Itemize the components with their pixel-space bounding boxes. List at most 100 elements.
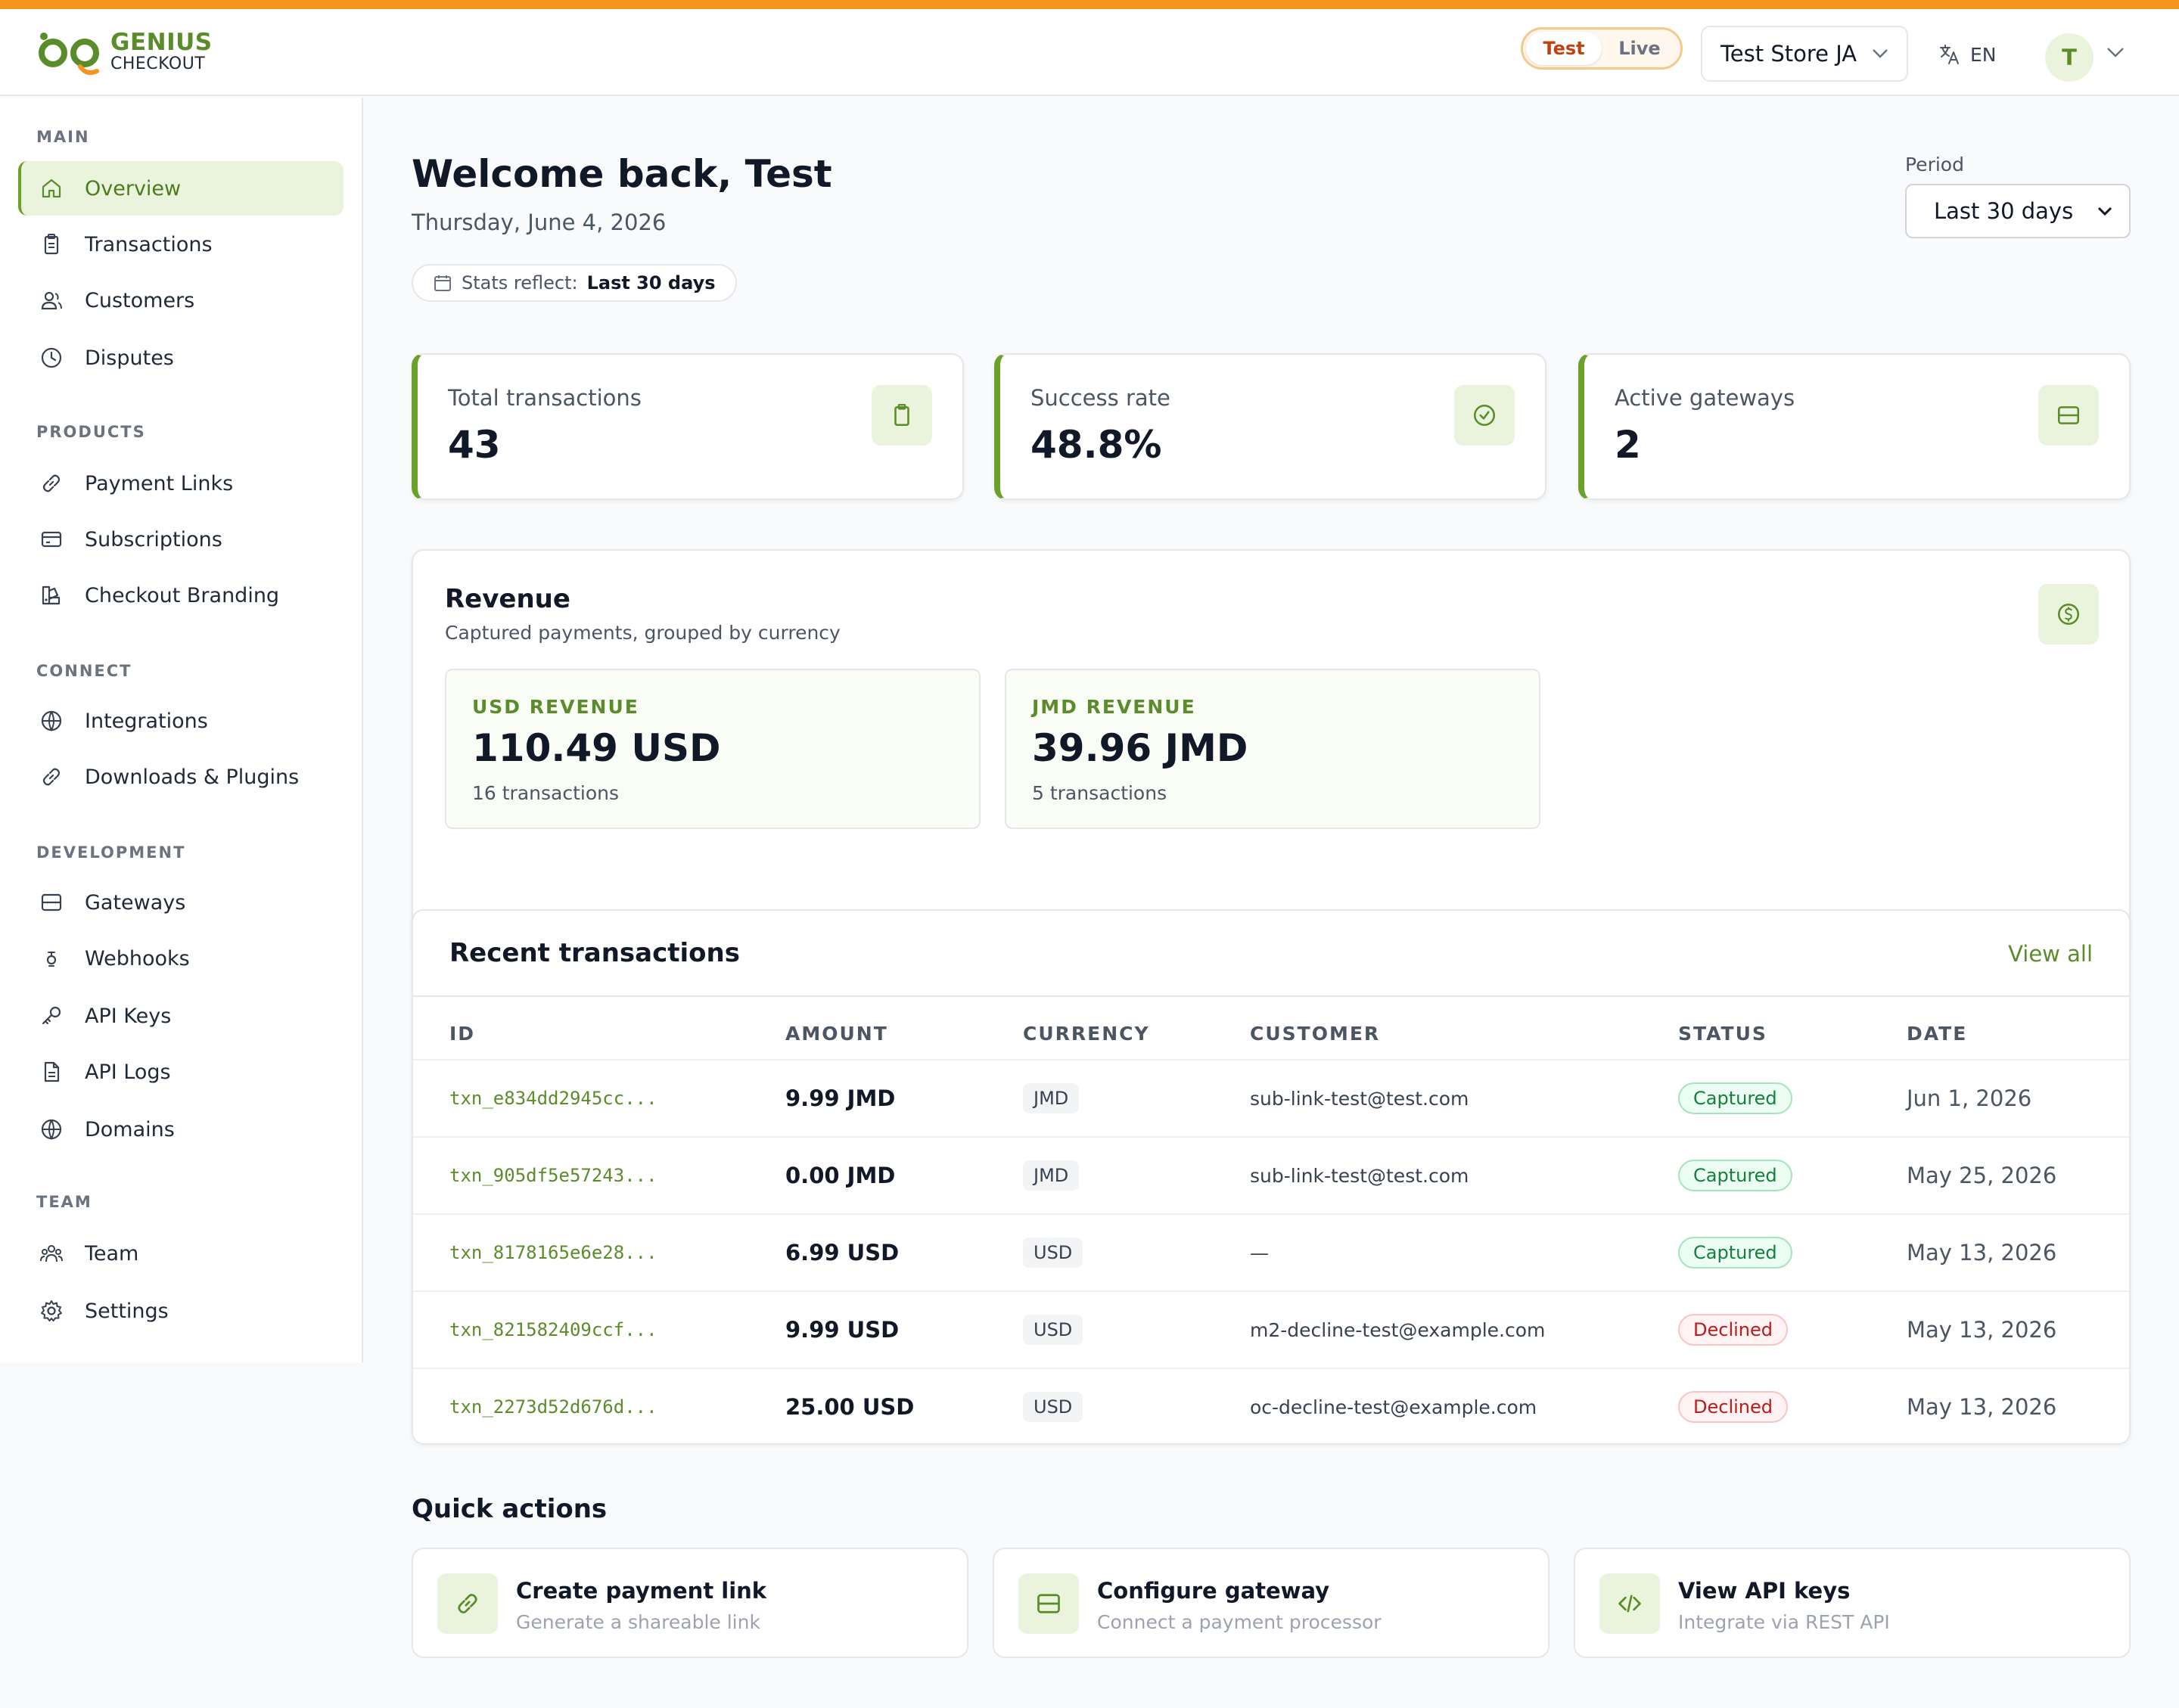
link-icon [437,1573,498,1634]
sidebar-item-api-logs[interactable]: API Logs [18,1045,343,1099]
sidebar-item-settings[interactable]: Settings [18,1284,343,1338]
home-icon [42,179,61,198]
sidebar-item-label: Integrations [85,709,208,733]
chevron-down-icon[interactable] [2106,47,2125,57]
sidebar-item-gateways[interactable]: Gateways [18,875,343,930]
transaction-date: May 13, 2026 [1907,1240,2057,1265]
palette-icon [42,585,61,605]
sidebar-item-api-keys[interactable]: API Keys [18,989,343,1043]
sidebar-item-subscriptions[interactable]: Subscriptions [18,512,343,567]
transaction-id[interactable]: txn_2273d52d676d... [449,1396,657,1418]
stat-label: Success rate [1030,385,1170,411]
table-row[interactable]: txn_821582409ccf... 9.99 USD USD m2-decl… [413,1290,2129,1368]
transaction-date: May 13, 2026 [1907,1394,2057,1420]
transaction-id[interactable]: txn_8178165e6e28... [449,1242,657,1263]
avatar[interactable]: T [2045,33,2094,82]
sidebar-item-downloads-plugins[interactable]: Downloads & Plugins [18,750,343,804]
card-icon [41,531,62,548]
sidebar-item-domains[interactable]: Domains [18,1102,343,1157]
revenue-panel: Revenue Captured payments, grouped by cu… [412,549,2131,959]
sidebar-item-overview[interactable]: Overview [18,161,343,216]
mode-live-option[interactable]: Live [1618,38,1661,59]
key-icon [42,1006,61,1025]
table-row[interactable]: txn_905df5e57243... 0.00 JMD JMD sub-lin… [413,1136,2129,1213]
stat-label: Active gateways [1615,385,1795,411]
transaction-id[interactable]: txn_905df5e57243... [449,1165,657,1186]
webhook-icon [46,952,57,967]
globe-icon [41,710,62,732]
logo-mark-icon [39,33,99,75]
period-select[interactable]: Last 30 days [1905,184,2131,238]
quick-action-title: View API keys [1678,1578,1851,1604]
transaction-customer: sub-link-test@test.com [1250,1087,1469,1110]
sidebar-item-checkout-branding[interactable]: Checkout Branding [18,568,343,623]
brand-line-2: CHECKOUT [110,54,206,73]
transaction-customer: m2-decline-test@example.com [1250,1318,1546,1341]
column-header-status: STATUS [1678,1023,1767,1045]
sidebar-item-customers[interactable]: Customers [18,273,343,328]
link-icon [42,474,61,492]
revenue-card-usd: USD REVENUE 110.49 USD 16 transactions [445,669,981,829]
column-header-date: DATE [1907,1023,1968,1045]
quick-actions-title: Quick actions [412,1494,608,1524]
status-badge: Captured [1678,1160,1792,1191]
recent-transactions-title: Recent transactions [449,938,740,968]
transaction-id[interactable]: txn_821582409ccf... [449,1319,657,1340]
sidebar-item-integrations[interactable]: Integrations [18,694,343,748]
mode-toggle[interactable]: Test Live [1521,27,1683,70]
revenue-count: 5 transactions [1032,782,1167,804]
sidebar-item-label: Overview [85,176,182,200]
quick-action-view-api-keys[interactable]: View API keys Integrate via REST API [1574,1548,2131,1658]
server-icon [41,893,62,911]
store-name: Test Store JA [1721,41,1857,67]
sidebar-item-label: Settings [85,1299,169,1323]
quick-action-configure-gateway[interactable]: Configure gateway Connect a payment proc… [993,1548,1550,1658]
sidebar-item-team[interactable]: Team [18,1226,343,1281]
calendar-icon [434,275,451,291]
revenue-amount: 39.96 JMD [1032,726,1248,770]
table-row[interactable]: txn_2273d52d676d... 25.00 USD USD oc-dec… [413,1368,2129,1443]
sidebar-item-label: Checkout Branding [85,583,280,607]
language-switcher[interactable]: EN [1938,36,1997,73]
recent-transactions-panel: Recent transactions View all ID AMOUNT C… [412,909,2131,1445]
view-all-link[interactable]: View all [2008,941,2093,967]
translate-icon [1940,45,1959,64]
users-icon [41,291,62,310]
sidebar-item-webhooks[interactable]: Webhooks [18,931,343,986]
table-row[interactable]: txn_8178165e6e28... 6.99 USD USD — Captu… [413,1213,2129,1290]
transaction-amount: 6.99 USD [785,1240,900,1265]
quick-action-subtitle: Integrate via REST API [1678,1611,1890,1633]
column-header-customer: CUSTOMER [1250,1023,1381,1045]
sidebar-item-label: Webhooks [85,946,190,970]
current-date: Thursday, June 4, 2026 [412,210,667,235]
transaction-customer: oc-decline-test@example.com [1250,1396,1537,1418]
clock-icon [41,347,62,368]
stat-value: 48.8% [1030,423,1162,467]
period-value: Last 30 days [1934,198,2074,224]
chevron-down-icon [1873,49,1888,58]
sidebar-item-label: API Keys [85,1004,172,1028]
table-row[interactable]: txn_e834dd2945cc... 9.99 JMD JMD sub-lin… [413,1059,2129,1136]
brand-line-1: GENIUS [110,28,213,56]
transaction-id[interactable]: txn_e834dd2945cc... [449,1088,657,1109]
sidebar-item-payment-links[interactable]: Payment Links [18,456,343,511]
revenue-count: 16 transactions [472,782,620,804]
sidebar-section-development: DEVELOPMENT [36,843,186,862]
transaction-amount: 0.00 JMD [785,1163,896,1188]
sidebar-item-disputes[interactable]: Disputes [18,331,343,385]
top-accent-bar [0,0,2179,9]
check-circle-icon [1454,385,1515,446]
sidebar-item-label: Domains [85,1117,175,1141]
quick-action-create-payment-link[interactable]: Create payment link Generate a shareable… [412,1548,968,1658]
brand-logo[interactable]: GENIUS CHECKOUT [36,27,213,76]
stat-value: 2 [1615,423,1641,467]
stat-label: Total transactions [448,385,642,411]
sidebar-item-label: API Logs [85,1060,171,1084]
sidebar-item-transactions[interactable]: Transactions [18,217,343,272]
store-selector[interactable]: Test Store JA [1701,26,1908,82]
sidebar-item-label: Customers [85,288,195,312]
clipboard-icon [872,385,932,446]
mode-test-option[interactable]: Test [1526,32,1602,65]
revenue-card-jmd: JMD REVENUE 39.96 JMD 5 transactions [1005,669,1540,829]
sidebar-item-label: Transactions [85,232,213,256]
